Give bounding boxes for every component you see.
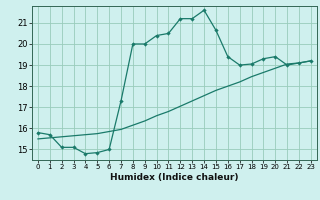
X-axis label: Humidex (Indice chaleur): Humidex (Indice chaleur) bbox=[110, 173, 239, 182]
